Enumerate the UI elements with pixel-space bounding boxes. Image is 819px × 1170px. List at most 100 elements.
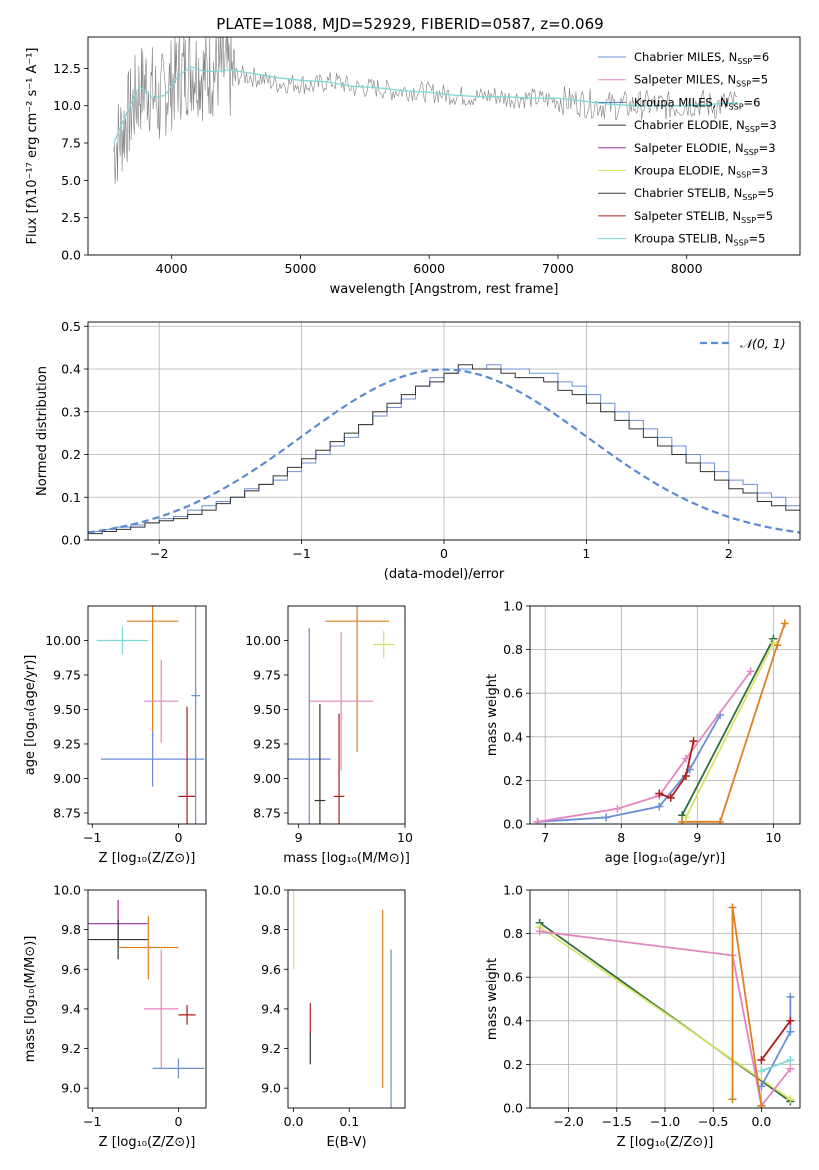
- y-tick-label: 0.0: [61, 533, 81, 548]
- model-spectrum-line: [113, 66, 739, 144]
- x-tick-label: 0: [174, 830, 182, 845]
- series-line: [685, 642, 775, 818]
- x-tick-label: 5000: [285, 261, 317, 276]
- axes-mass-weight-vs-Z: −2.0 −1.5 −1.0 −0.5 0.0 0.0 0.2 0.4 0.6 0.8 1.0 Z […: [485, 883, 800, 1150]
- x-axis-label: wavelength [Angstrom, rest frame]: [330, 282, 559, 297]
- x-tick-label: 4000: [156, 261, 188, 276]
- y-tick-label: 0.8: [503, 642, 523, 657]
- series-line: [731, 907, 763, 1106]
- axes-mass-vs-Z: −1 0 9.0 9.2 9.4 9.6 9.8 10.0 Z [log₁₀(Z/Z⊙)] mas…: [23, 883, 195, 1151]
- y-tick-label: 9.75: [53, 667, 81, 682]
- series-marker: [757, 1056, 766, 1065]
- series-marker: [757, 1066, 766, 1075]
- y-tick-label: 10.00: [45, 633, 81, 648]
- series-marker: [786, 992, 795, 1001]
- axes-mass-vs-ebv: 0.0 0.1 9.0 9.2 9.4 9.6 9.8 10.0 E(B-V): [253, 883, 366, 1151]
- series-line: [761, 1059, 791, 1072]
- legend-label: Kroupa MILES, NSSP=6: [634, 95, 760, 111]
- y-tick-label: 9.0: [61, 1081, 81, 1096]
- y-tick-label: 0.0: [503, 1101, 523, 1116]
- x-tick-label: −1: [83, 830, 101, 845]
- x-tick-label: 0.0: [284, 1114, 304, 1129]
- plot-area-mass-vs-ebv: [292, 890, 392, 1108]
- y-tick-label: 0.6: [503, 970, 523, 985]
- x-tick-label: 1: [582, 546, 590, 561]
- series-marker: [655, 789, 664, 798]
- y-tick-label: 0.3: [61, 404, 81, 419]
- y-axis-label: age [log₁₀(age/yr)]: [23, 655, 38, 776]
- y-tick-label: 0.0: [61, 248, 81, 263]
- y-tick-label: 9.00: [253, 771, 281, 786]
- y-axis-label: Normed distribution: [35, 366, 50, 496]
- x-tick-label: 10: [397, 830, 413, 845]
- plot-area-residuals: [88, 364, 800, 540]
- x-tick-label: −1: [292, 546, 310, 561]
- series-marker: [689, 737, 698, 746]
- legend-label: Kroupa STELIB, NSSP=5: [634, 232, 765, 248]
- legend-label: Chabrier STELIB, NSSP=5: [634, 186, 774, 202]
- series-marker: [728, 1095, 737, 1104]
- y-tick-label: 1.0: [503, 599, 523, 614]
- series-marker: [533, 817, 542, 824]
- histogram-steps: [88, 364, 800, 540]
- series-marker: [602, 813, 611, 822]
- x-tick-label: 0: [440, 546, 448, 561]
- legend-label: Chabrier MILES, NSSP=6: [634, 50, 769, 66]
- series-marker: [786, 1095, 795, 1104]
- axes-frame: [87, 605, 207, 825]
- series-line: [537, 670, 752, 823]
- y-tick-label: 0.4: [503, 729, 523, 744]
- y-tick-label: 9.50: [253, 702, 281, 717]
- y-tick-label: 0.8: [503, 926, 523, 941]
- x-tick-label: −2: [150, 546, 168, 561]
- series-marker: [681, 754, 690, 763]
- y-axis-label: mass weight: [485, 958, 500, 1040]
- axes-mass-weight-vs-age: 7 8 9 10 0.0 0.2 0.4 0.6 0.8 1.0 age [log₁₀(age/yr…: [485, 599, 800, 866]
- x-tick-label: 0.1: [339, 1114, 359, 1129]
- axes-spectrum: 4000 5000 6000 7000 8000 0.0 2.5 5.0 7.5 10.0 12.5…: [25, 48, 703, 298]
- axes-frame: [529, 889, 801, 1109]
- x-tick-label: 6000: [413, 261, 445, 276]
- axes-frame: [87, 889, 207, 1109]
- y-tick-label: 9.00: [53, 771, 81, 786]
- x-tick-label: −1.5: [602, 1114, 632, 1129]
- y-tick-label: 5.0: [61, 173, 81, 188]
- y-tick-label: 9.25: [53, 736, 81, 751]
- x-tick-label: 8000: [671, 261, 703, 276]
- y-tick-label: 1.0: [503, 883, 523, 898]
- y-tick-label: 9.2: [261, 1041, 281, 1056]
- x-tick-label: 2: [725, 546, 733, 561]
- x-tick-label: 0.0: [751, 1114, 771, 1129]
- legend-label: Kroupa ELODIE, NSSP=3: [634, 164, 768, 180]
- series-line: [682, 623, 786, 823]
- y-tick-label: 10.0: [53, 883, 81, 898]
- y-tick-label: 0.6: [503, 686, 523, 701]
- series-marker: [780, 619, 789, 628]
- y-tick-label: 12.5: [53, 61, 81, 76]
- series-marker: [769, 639, 778, 648]
- series-line: [539, 930, 792, 1108]
- x-tick-label: 9: [693, 830, 701, 845]
- x-tick-label: 10: [765, 830, 781, 845]
- x-axis-label: Z [log₁₀(Z/Z⊙)]: [617, 1135, 714, 1150]
- normal-curve: [88, 368, 800, 534]
- x-axis-label: age [log₁₀(age/yr)]: [605, 851, 726, 866]
- series-marker: [681, 772, 690, 781]
- legend-label: Salpeter STELIB, NSSP=5: [634, 209, 773, 225]
- x-tick-label: 9: [295, 830, 303, 845]
- series-marker: [757, 1082, 766, 1091]
- series-line: [681, 638, 775, 816]
- series-marker: [786, 1016, 795, 1025]
- x-axis-label: E(B-V): [326, 1135, 366, 1150]
- y-tick-label: 9.6: [61, 962, 81, 977]
- y-tick-label: 7.5: [61, 136, 81, 151]
- series-line: [658, 740, 695, 799]
- x-tick-label: −1.0: [650, 1114, 680, 1129]
- series-marker: [535, 927, 544, 936]
- x-axis-label: Z [log₁₀(Z/Z⊙)]: [99, 851, 196, 866]
- y-tick-label: 9.2: [61, 1041, 81, 1056]
- series-marker: [786, 1064, 795, 1073]
- y-tick-label: 9.4: [61, 1001, 81, 1016]
- x-axis-label: Z [log₁₀(Z/Z⊙)]: [99, 1135, 196, 1150]
